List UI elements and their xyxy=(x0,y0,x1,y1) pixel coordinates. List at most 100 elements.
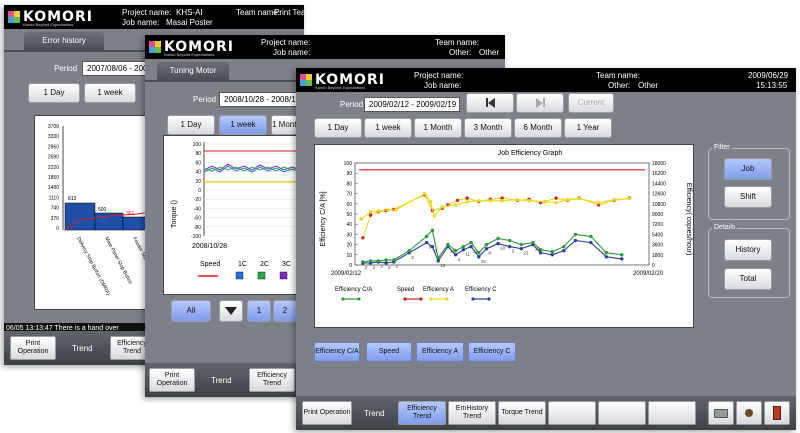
footer-trend-label[interactable]: Trend xyxy=(72,344,93,353)
footer-empty-button[interactable] xyxy=(598,401,646,425)
range-1-month-button[interactable]: 1 Month xyxy=(414,118,462,138)
footer-emhistory-trend-button[interactable]: EmHistory Trend xyxy=(448,401,496,425)
logo-text: KOMORI xyxy=(23,9,93,25)
error-chart: 3700 3330 2960 2590 2220 1850 1480 1110 740 370 0 … xyxy=(34,115,164,310)
torque-grid xyxy=(204,143,298,237)
exit-button[interactable] xyxy=(764,401,790,425)
all-button[interactable]: All xyxy=(171,300,211,322)
cumulative-line xyxy=(64,211,152,231)
job-label: Job name: xyxy=(122,18,160,27)
data-point xyxy=(384,261,388,265)
window-header: KOMORI Kando Beyond Expectations Project… xyxy=(4,5,304,29)
project-value: KHS-AI xyxy=(176,8,203,17)
footer-print-operation-button[interactable]: Print Operation xyxy=(149,368,195,392)
data-point xyxy=(508,238,512,243)
team-value: Print Team 2 xyxy=(274,8,304,17)
footer-empty-button[interactable] xyxy=(548,401,596,425)
previous-period-button[interactable] xyxy=(466,93,514,113)
legend-1c-swatch xyxy=(235,271,244,280)
torque-series xyxy=(203,163,299,171)
details-history-button[interactable]: History xyxy=(724,239,772,261)
data-point xyxy=(453,249,458,253)
y-tick-label: 1850 xyxy=(48,175,59,181)
range-3-month-button[interactable]: 3 Month xyxy=(464,118,512,138)
range-6-month-button[interactable]: 6 Month xyxy=(514,118,562,138)
footer-efficiency-trend-button[interactable]: Efficiency Trend xyxy=(398,401,446,425)
data-point xyxy=(436,259,440,263)
point-label: 10 xyxy=(481,259,487,264)
y-tick-label: -80 xyxy=(194,225,201,231)
header-date: 2009/06/29 xyxy=(748,71,789,80)
series-line-efficiency-c-a-line xyxy=(362,229,622,263)
point-label: 4 xyxy=(458,257,461,262)
filter-job-button[interactable]: Job xyxy=(724,158,772,180)
y-tick-label: 40 xyxy=(195,170,201,176)
data-point xyxy=(477,251,481,255)
tab-tuning-motor[interactable]: Tuning Motor xyxy=(157,62,229,80)
data-point xyxy=(469,240,473,245)
point-label: 11 xyxy=(450,249,455,254)
operator-button[interactable] xyxy=(736,401,762,425)
printer-button[interactable] xyxy=(708,401,734,425)
footer-print-operation-button[interactable]: Print Operation xyxy=(302,401,352,425)
tab-error-history[interactable]: Error history xyxy=(24,32,104,50)
operator-icon xyxy=(745,409,753,417)
footer-trend-label[interactable]: Trend xyxy=(211,376,232,385)
legend-efficiency-c: Efficiency C xyxy=(465,287,497,293)
data-point xyxy=(508,244,512,249)
torque-chart: 100 80 60 40 20 0 -20 -40 -60 -80 -100 Torque () 2… xyxy=(163,135,299,295)
y-tick-label: 10 xyxy=(346,253,352,259)
metric-efficiency-c-button[interactable]: Efficiency C xyxy=(468,342,516,362)
range-1-day-button[interactable]: 1 Day xyxy=(28,83,80,103)
legend-speed: Speed xyxy=(200,261,220,268)
unit-1-button[interactable]: 1 xyxy=(247,300,271,322)
data-point xyxy=(453,253,458,257)
range-1-week-button[interactable]: 1 week xyxy=(84,83,136,103)
y2-tick-label: 5400 xyxy=(652,232,663,238)
footer-efficiency-trend-button[interactable]: Efficiency Trend xyxy=(249,368,295,392)
chart-y2-axis-label: Efficiency( copies/hour) xyxy=(685,183,692,256)
data-point xyxy=(573,232,578,237)
range-1-month-button[interactable]: 1 Month xyxy=(271,115,301,135)
metric-speed-button[interactable]: Speed xyxy=(366,342,412,362)
filter-shift-button[interactable]: Shift xyxy=(724,186,772,208)
footer-print-operation-button[interactable]: Print Operation xyxy=(10,336,56,360)
metric-efficiency-a-button[interactable]: Efficiency A xyxy=(416,342,464,362)
y-tick-label: 20 xyxy=(195,179,201,185)
komori-logo: KOMORI Kando Beyond Expectations xyxy=(300,71,385,90)
footer-torque-trend-button[interactable]: Torque Trend xyxy=(498,401,546,425)
point-label: 2 xyxy=(396,264,399,269)
range-1-year-button[interactable]: 1 Year xyxy=(564,118,612,138)
period-field[interactable]: 2009/02/12 - 2009/02/19 xyxy=(364,97,460,112)
series-line-efficiency-a xyxy=(360,192,630,220)
data-point xyxy=(440,205,444,209)
range-1-day-button[interactable]: 1 Day xyxy=(314,118,362,138)
legend-2c: 2C xyxy=(260,261,269,268)
exit-door-icon xyxy=(773,406,781,420)
data-point xyxy=(542,200,547,204)
unit-2-button[interactable]: 2 xyxy=(273,300,297,322)
komori-logo: KOMORI Kando Beyond Expectations xyxy=(8,8,93,27)
next-period-button[interactable] xyxy=(516,93,564,113)
chart-x-end: 2009/02/20 xyxy=(633,271,664,277)
footer-trend-label[interactable]: Trend xyxy=(364,409,385,418)
range-1-week-button[interactable]: 1 week xyxy=(219,115,267,135)
range-1-day-button[interactable]: 1 Day xyxy=(167,115,215,135)
current-button[interactable]: Current xyxy=(568,93,614,113)
footer-empty-button[interactable] xyxy=(648,401,696,425)
period-field[interactable]: 2008/10/28 - 2008/10/28 xyxy=(219,92,299,107)
data-point xyxy=(538,251,543,255)
y-tick-label: 90 xyxy=(346,171,352,177)
details-total-button[interactable]: Total xyxy=(724,268,772,290)
dropdown-down-button[interactable] xyxy=(219,300,243,322)
project-label: Project name: xyxy=(122,8,172,17)
metric-efficiency-ca-button[interactable]: Efficiency C/A xyxy=(314,342,360,362)
data-point xyxy=(386,208,390,212)
data-point xyxy=(461,244,466,249)
data-point xyxy=(477,199,481,203)
data-point xyxy=(465,200,469,204)
range-1-week-button[interactable]: 1 week xyxy=(364,118,412,138)
data-point xyxy=(500,199,504,203)
data-point xyxy=(604,251,609,255)
